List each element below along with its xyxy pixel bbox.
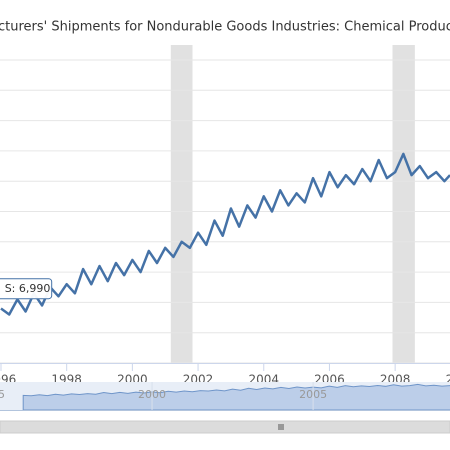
- navigator-area: [22, 383, 450, 411]
- navigator-tick-label: 2000: [138, 388, 166, 401]
- scrollbar-thumb: [0, 420, 450, 434]
- recession-band: [170, 45, 193, 363]
- x-tick-label: 2010: [446, 373, 450, 387]
- tooltip-label: S: 6,990: [5, 282, 51, 295]
- data-line: [0, 152, 450, 316]
- tooltip-box: [0, 278, 53, 300]
- recession-band: [392, 45, 415, 363]
- chart-title: cturers' Shipments for Nondurable Goods …: [0, 20, 450, 35]
- navigator-tick-label: 1995: [0, 388, 5, 401]
- navigator-tick-label: 2005: [299, 388, 327, 401]
